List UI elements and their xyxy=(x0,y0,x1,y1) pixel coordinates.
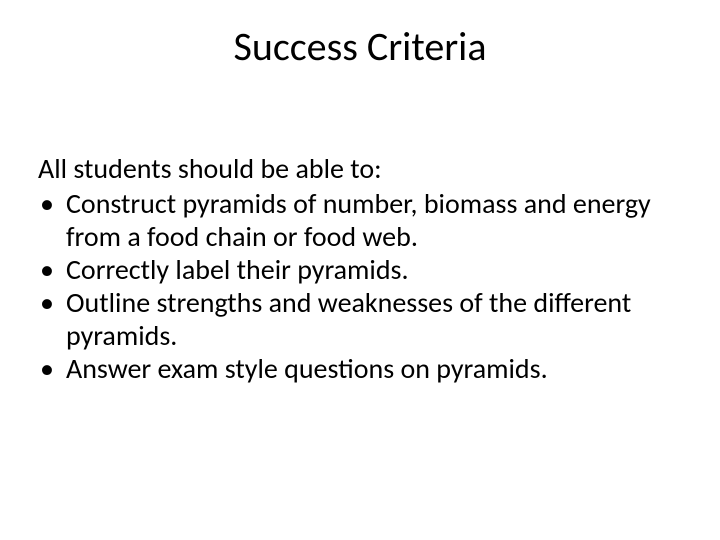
slide-body: All students should be able to: Construc… xyxy=(38,152,678,385)
list-item: Construct pyramids of number, biomass an… xyxy=(38,187,678,253)
list-item: Outline strengths and weaknesses of the … xyxy=(38,286,678,352)
list-item: Answer exam style questions on pyramids. xyxy=(38,352,678,385)
bullet-list: Construct pyramids of number, biomass an… xyxy=(38,187,678,385)
intro-text: All students should be able to: xyxy=(38,152,678,185)
slide: Success Criteria All students should be … xyxy=(0,22,720,540)
list-item: Correctly label their pyramids. xyxy=(38,253,678,286)
slide-title: Success Criteria xyxy=(0,22,720,71)
